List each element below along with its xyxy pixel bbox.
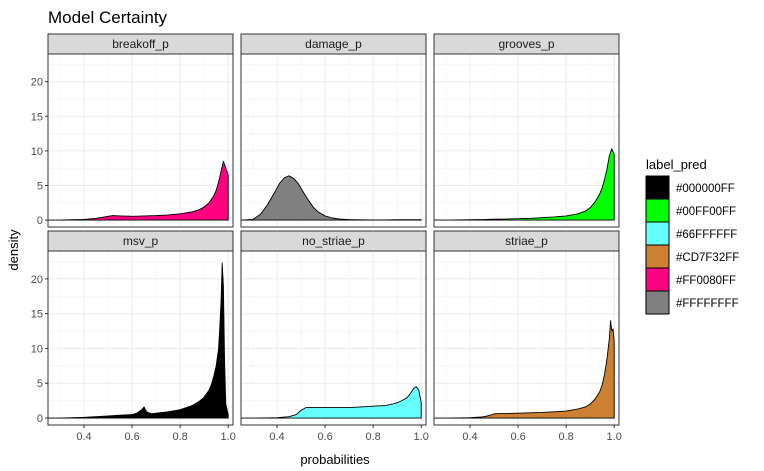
x-tick-label: 0.6 xyxy=(317,431,332,443)
y-tick-label: 5 xyxy=(37,378,43,390)
y-tick-label: 20 xyxy=(31,77,43,89)
strip-label: breakoff_p xyxy=(112,37,169,51)
x-tick-label: 0.4 xyxy=(269,431,284,443)
panel-border xyxy=(433,250,620,426)
y-tick-label: 10 xyxy=(31,146,43,158)
panel-border xyxy=(433,53,620,228)
chart-title: Model Certainty xyxy=(48,8,168,27)
y-tick-label: 15 xyxy=(31,309,43,321)
legend-key xyxy=(645,175,670,200)
panel-no_striae_p: no_striae_p 0.4 0.6 0.8 1.0 xyxy=(240,230,429,443)
panel-border xyxy=(240,250,427,426)
legend-label: #000000FF xyxy=(676,183,735,195)
y-axis-title: density xyxy=(6,229,21,271)
legend-label: #66FFFFFF xyxy=(676,229,737,241)
density-area-no_striae_p xyxy=(240,386,422,419)
panel-border xyxy=(47,53,234,228)
density-area-msv_p xyxy=(47,262,229,419)
legend-key xyxy=(645,267,670,292)
panel-background xyxy=(48,251,233,425)
legend-label: #CD7F32FF xyxy=(676,252,739,264)
x-tick-label: 1.0 xyxy=(607,431,622,443)
y-tick-label: 5 xyxy=(37,180,43,192)
x-axis-title: probabilities xyxy=(300,452,370,467)
legend-key xyxy=(645,244,670,269)
panel-background xyxy=(48,54,233,227)
y-tick-label: 0 xyxy=(37,413,43,425)
legend: label_pred #000000FF #00FF00FF #66FFFFFF #C… xyxy=(645,157,739,315)
panel-border xyxy=(240,53,427,228)
strip-label: msv_p xyxy=(123,234,159,248)
panel-damage_p: damage_p xyxy=(240,33,427,228)
x-tick-label: 1.0 xyxy=(221,431,236,443)
panel-grooves_p: grooves_p xyxy=(433,33,620,228)
density-area-damage_p xyxy=(240,175,422,221)
legend-key xyxy=(645,221,670,246)
x-tick-label: 0.8 xyxy=(172,431,187,443)
panel-breakoff_p: breakoff_p 0 5 10 15 20 xyxy=(31,33,234,228)
density-area-breakoff_p xyxy=(47,160,229,221)
strip-label: striae_p xyxy=(505,234,548,248)
x-tick-label: 0.8 xyxy=(558,431,573,443)
x-tick-label: 1.0 xyxy=(414,431,429,443)
legend-label: #00FF00FF xyxy=(676,206,736,218)
legend-key xyxy=(645,198,670,223)
x-tick-label: 0.8 xyxy=(365,431,380,443)
density-area-grooves_p xyxy=(433,148,615,221)
legend-title: label_pred xyxy=(646,157,707,172)
facet-panels: breakoff_p 0 5 10 15 20 damage_p grooves_p msv_p… xyxy=(31,33,622,443)
panel-background xyxy=(241,251,426,425)
panel-background xyxy=(434,54,619,227)
panel-striae_p: striae_p 0.4 0.6 0.8 1.0 xyxy=(433,230,622,443)
legend-label: #FF0080FF xyxy=(676,275,736,287)
strip-label: grooves_p xyxy=(498,37,554,51)
density-area-striae_p xyxy=(433,320,615,419)
panel-msv_p: msv_p 0 5 10 15 20 0.4 0.6 0.8 1.0 xyxy=(31,230,236,443)
x-tick-label: 0.6 xyxy=(510,431,525,443)
x-tick-label: 0.4 xyxy=(76,431,91,443)
x-tick-label: 0.4 xyxy=(462,431,477,443)
strip-label: damage_p xyxy=(305,37,362,51)
panel-background xyxy=(241,54,426,227)
y-tick-label: 15 xyxy=(31,111,43,123)
x-tick-label: 0.6 xyxy=(124,431,139,443)
y-tick-label: 0 xyxy=(37,215,43,227)
y-tick-label: 10 xyxy=(31,343,43,355)
strip-label: no_striae_p xyxy=(302,234,365,248)
panel-background xyxy=(434,251,619,425)
y-tick-label: 20 xyxy=(31,274,43,286)
legend-label: #FFFFFFFF xyxy=(676,298,739,310)
legend-key xyxy=(645,290,670,315)
panel-border xyxy=(47,250,234,426)
